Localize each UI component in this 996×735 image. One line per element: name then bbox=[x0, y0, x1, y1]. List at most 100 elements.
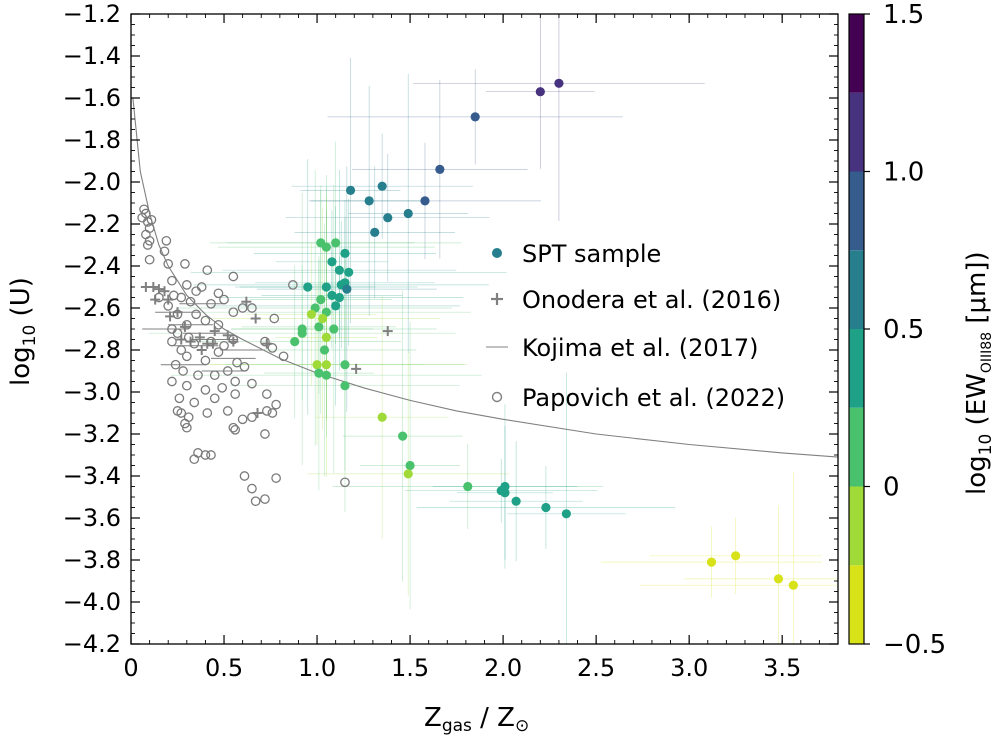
papovich-2022-point bbox=[230, 376, 241, 387]
papovich-2022-point bbox=[247, 412, 257, 423]
papovich-2022-point bbox=[191, 286, 201, 297]
x-tick-label: 3.0 bbox=[670, 654, 708, 682]
colorbar: 1.5 1.0 0.5 0 −0.5 bbox=[848, 0, 946, 660]
onodera-2016-point bbox=[250, 313, 261, 324]
papovich-2022-point bbox=[196, 282, 207, 292]
spt-sample-point bbox=[364, 196, 374, 206]
papovich-2022-point bbox=[189, 338, 200, 349]
spt-sample-point bbox=[377, 181, 387, 191]
papovich-2022-point bbox=[230, 424, 241, 435]
papovich-2022-point bbox=[163, 301, 174, 311]
legend-marker-spt bbox=[492, 248, 502, 258]
papovich-2022-point bbox=[181, 422, 192, 433]
colorbar-tick-label: −0.5 bbox=[883, 630, 946, 660]
papovich-2022-point bbox=[213, 319, 224, 330]
papovich-2022-point bbox=[202, 408, 213, 418]
spt-sample-point bbox=[340, 248, 350, 258]
spt-sample-point bbox=[318, 313, 328, 324]
y-label-end: (U) bbox=[6, 277, 36, 325]
spt-sample-point bbox=[321, 360, 331, 370]
spt-sample-series bbox=[290, 78, 798, 590]
x-tick-label: 3.5 bbox=[763, 654, 801, 682]
papovich-2022-point bbox=[237, 303, 248, 313]
x-tick-label: 0.5 bbox=[205, 654, 243, 682]
papovich-2022-point bbox=[193, 370, 203, 381]
svg-text:Zgas / Z⊙: Zgas / Z⊙ bbox=[424, 703, 529, 735]
legend-label-onodera: Onodera et al. (2016) bbox=[522, 286, 781, 314]
papovich-2022-point bbox=[271, 399, 281, 410]
colorbar-tick-label: 0.5 bbox=[883, 315, 924, 345]
colorbar-label-main: log bbox=[962, 455, 992, 495]
papovich-2022-point bbox=[167, 336, 177, 347]
spt-sample-point bbox=[420, 196, 430, 206]
papovich-2022-point bbox=[239, 361, 250, 372]
legend-label-papovich: Papovich et al. (2022) bbox=[522, 384, 785, 412]
papovich-2022-point bbox=[239, 471, 250, 481]
spt-sample-point bbox=[314, 368, 324, 378]
papovich-2022-point bbox=[267, 408, 278, 418]
papovich-2022-point bbox=[278, 351, 289, 362]
legend-marker-papovich bbox=[491, 391, 503, 403]
spt-sample-point bbox=[334, 292, 344, 303]
papovich-2022-point bbox=[269, 313, 280, 324]
spt-sample-point bbox=[435, 164, 445, 174]
y-tick-label: −2.6 bbox=[63, 294, 121, 322]
papovich-2022-point bbox=[185, 296, 196, 307]
colorbar-bin bbox=[849, 14, 864, 93]
papovich-2022-point bbox=[200, 315, 211, 326]
papovich-2022-point bbox=[232, 357, 242, 368]
x-tick-label: 2.5 bbox=[577, 654, 615, 682]
colorbar-tick-label: 1.5 bbox=[883, 0, 924, 30]
y-label-main: log bbox=[6, 346, 36, 386]
papovich-2022-point bbox=[142, 240, 153, 250]
legend-label-kojima: Kojima et al. (2017) bbox=[522, 334, 759, 362]
onodera-2016-point bbox=[159, 286, 170, 297]
spt-sample-point bbox=[370, 227, 380, 237]
onodera-2016-point bbox=[148, 282, 159, 292]
x-tick-label: 2.0 bbox=[484, 654, 522, 682]
y-tick-label: −4.0 bbox=[63, 588, 121, 616]
y-tick-label: −1.2 bbox=[63, 0, 121, 28]
papovich-2022-point bbox=[180, 259, 190, 269]
y-tick-label: −2.0 bbox=[63, 168, 121, 196]
papovich-2022-point bbox=[163, 259, 174, 269]
papovich-2022-point bbox=[219, 294, 229, 305]
y-tick-label: −2.4 bbox=[63, 252, 121, 280]
svg-text:log10 (EWOIII88 [μm]): log10 (EWOIII88 [μm]) bbox=[962, 251, 996, 495]
papovich-2022-point bbox=[178, 366, 188, 376]
papovich-2022-point bbox=[181, 380, 192, 391]
spt-sample-point bbox=[340, 381, 350, 391]
y-tick-label: −2.2 bbox=[63, 210, 121, 238]
papovich-2022-point bbox=[172, 309, 183, 320]
papovich-2022-point bbox=[170, 359, 181, 370]
spt-sample-point bbox=[731, 551, 741, 561]
spt-sample-point bbox=[554, 78, 564, 88]
papovich-2022-point bbox=[161, 235, 172, 246]
spt-sample-point bbox=[788, 580, 798, 590]
papovich-2022-series bbox=[137, 204, 350, 507]
colorbar-bin bbox=[849, 486, 864, 566]
papovich-2022-point bbox=[261, 406, 272, 416]
spt-sample-point bbox=[511, 496, 521, 506]
onodera-2016-point bbox=[179, 321, 190, 332]
x-label-sym: ⊙ bbox=[515, 716, 529, 735]
spt-sample-point bbox=[321, 242, 331, 252]
onodera-2016-point bbox=[196, 345, 207, 355]
y-tick-label: −1.6 bbox=[63, 84, 121, 112]
papovich-2022-point bbox=[154, 292, 164, 303]
spt-sample-point bbox=[706, 557, 717, 567]
papovich-2022-point bbox=[181, 351, 192, 362]
papovich-2022-point bbox=[181, 280, 192, 290]
papovich-2022-point bbox=[230, 389, 241, 399]
papovich-2022-point bbox=[228, 307, 239, 318]
papovich-2022-point bbox=[167, 376, 177, 387]
x-label-main: Z bbox=[424, 703, 442, 733]
papovich-2022-point bbox=[200, 450, 211, 460]
spt-sample-point bbox=[561, 509, 571, 519]
spt-sample-point bbox=[290, 337, 300, 347]
y-tick-label: −3.0 bbox=[63, 378, 121, 406]
onodera-2016-point bbox=[207, 338, 218, 349]
papovich-2022-point bbox=[340, 477, 350, 488]
y-tick-label: −1.4 bbox=[63, 42, 121, 70]
